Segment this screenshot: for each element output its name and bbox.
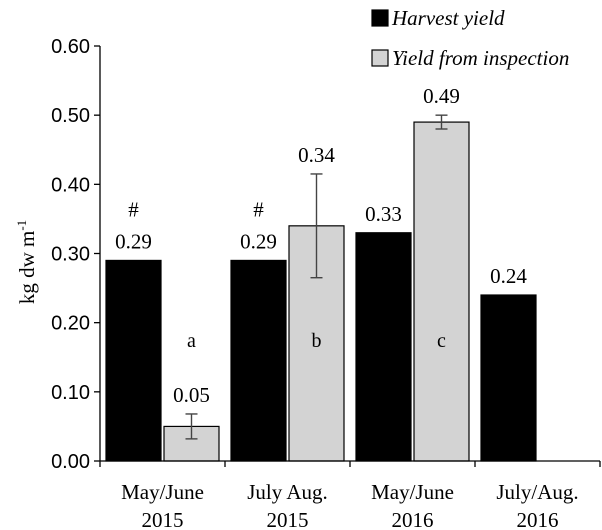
y-tick-label: 0.10 xyxy=(51,382,90,404)
significance-marker: # xyxy=(253,197,264,221)
significance-marker: # xyxy=(128,197,139,221)
legend-swatch xyxy=(371,49,389,67)
bar xyxy=(355,232,412,462)
x-tick-label: May/June 2015 xyxy=(121,480,204,530)
data-label: 0.05 xyxy=(173,383,210,407)
data-label: 0.33 xyxy=(365,202,402,226)
bar xyxy=(230,259,287,462)
x-axis: May/June 2015 July Aug. 2015 May/June 2016 Jul… xyxy=(99,460,601,530)
bars: 0.29 #0.05 a 0.29 #0.34 b 0.33 0.49 c 0.24 xyxy=(105,84,537,462)
x-tick-label: July/Aug. 2016 xyxy=(496,480,578,530)
y-tick-label: 0.30 xyxy=(51,244,90,266)
y-axis-label: kg dw m-1 xyxy=(14,220,39,304)
legend: Harvest yield Yield from inspection xyxy=(371,6,569,70)
legend-swatch xyxy=(371,9,389,27)
group-letter: b xyxy=(312,330,322,352)
data-label: 0.24 xyxy=(490,264,527,288)
y-tick-label: 0.40 xyxy=(51,174,90,196)
group-letter: a xyxy=(187,330,196,352)
group-letter: c xyxy=(437,330,446,352)
bar xyxy=(105,259,162,462)
bar xyxy=(413,121,470,462)
x-tick-label: July Aug. 2015 xyxy=(247,480,328,530)
y-tick-label: 0.50 xyxy=(51,105,90,127)
y-tick-label: 0.00 xyxy=(51,451,90,473)
data-label: 0.34 xyxy=(298,143,335,167)
y-tick-label: 0.60 xyxy=(51,36,90,58)
bar xyxy=(480,294,537,462)
data-label: 0.29 xyxy=(115,229,152,253)
y-axis: 0.00 0.10 0.20 0.30 0.40 0.50 0.60 xyxy=(51,36,101,473)
legend-label: Yield from inspection xyxy=(392,46,569,70)
data-label: 0.49 xyxy=(423,84,460,108)
data-label: 0.29 xyxy=(240,229,277,253)
x-tick-label: May/June 2016 xyxy=(371,480,454,530)
legend-label: Harvest yield xyxy=(391,6,505,30)
y-tick-label: 0.20 xyxy=(51,313,90,335)
